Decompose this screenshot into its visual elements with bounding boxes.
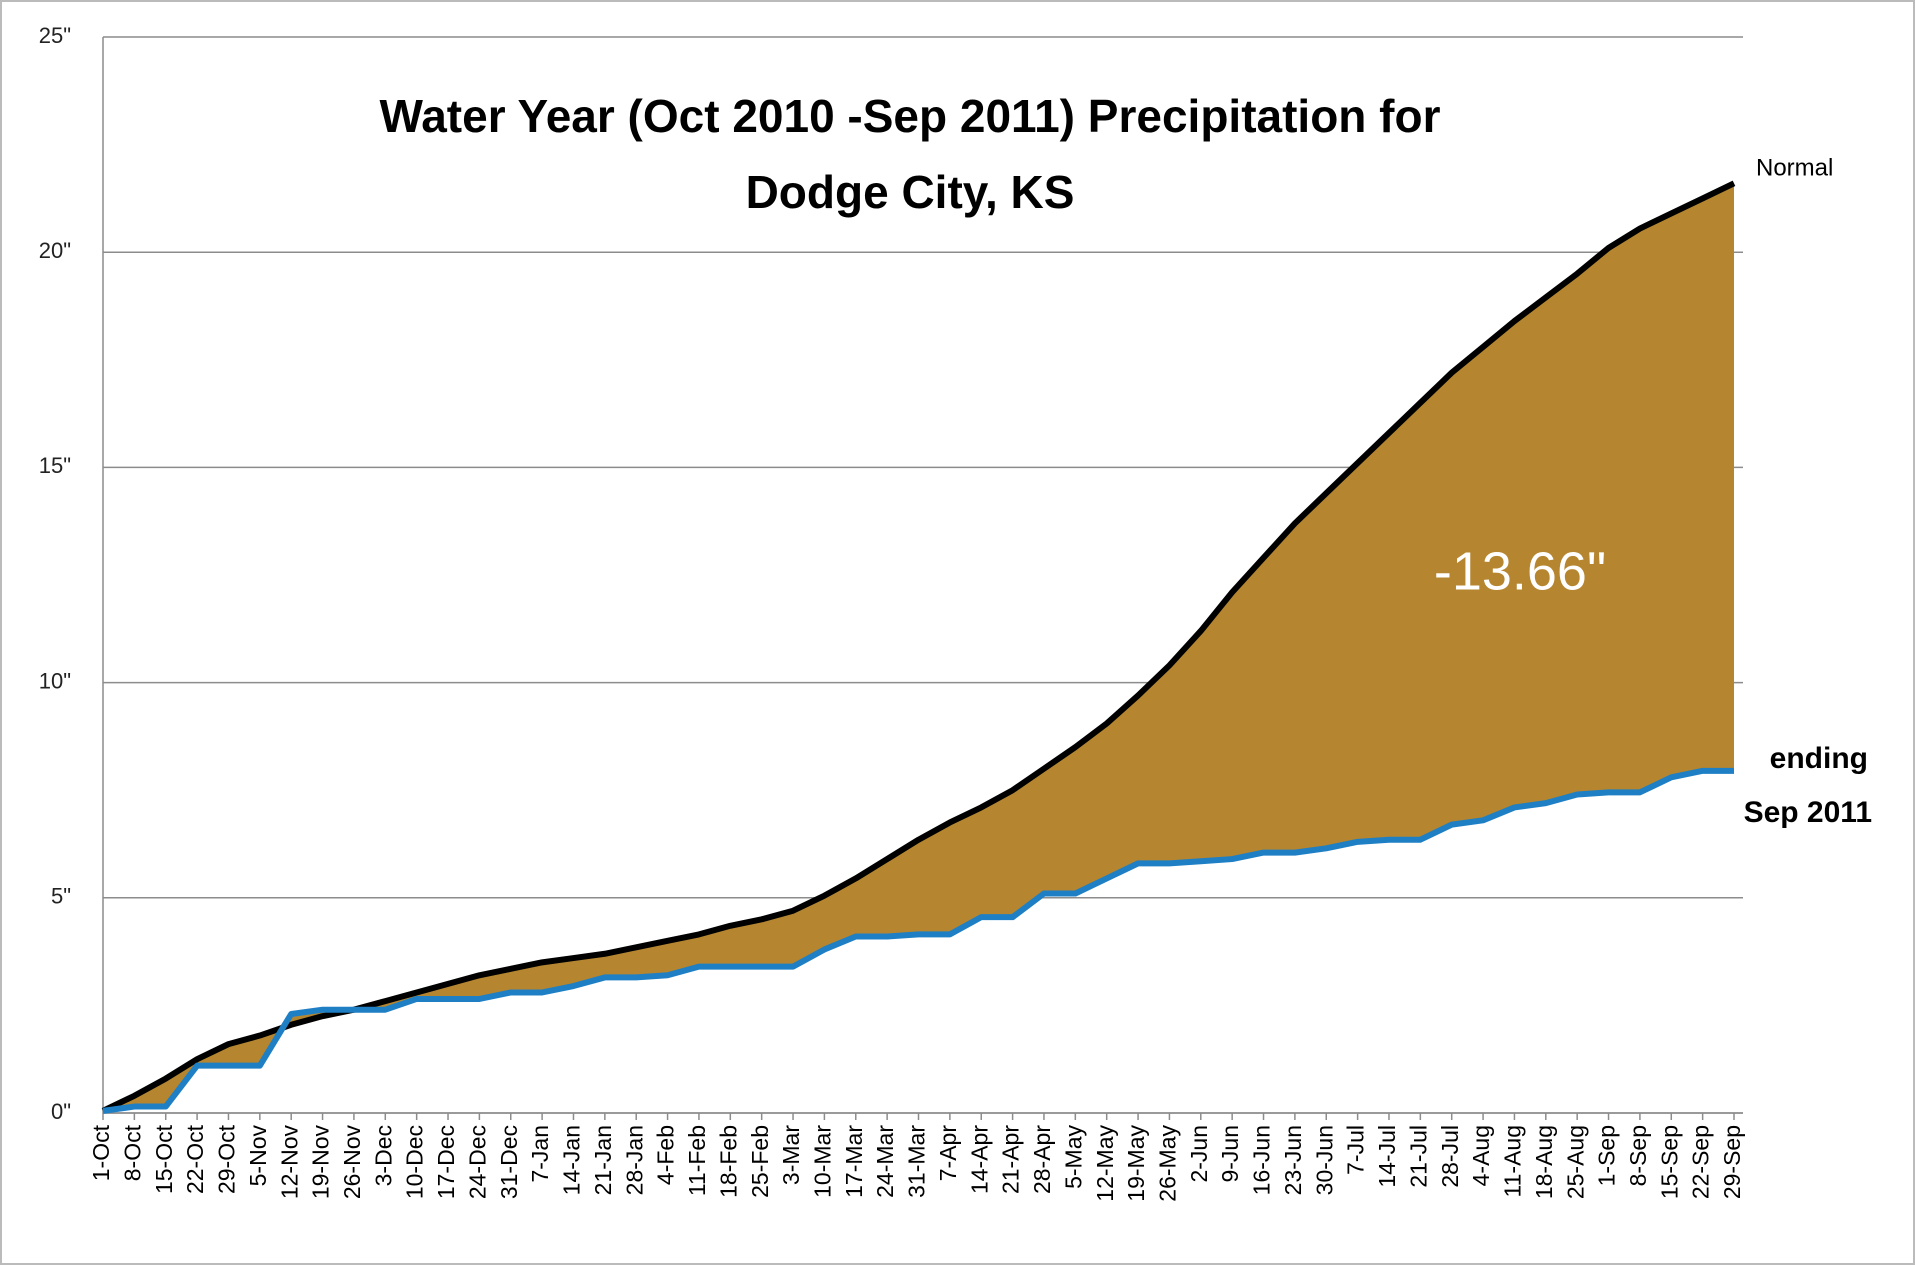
x-tick-label: 28-Jan [621,1125,647,1195]
y-tick-label: 5" [51,884,71,909]
x-tick-label: 29-Sep [1719,1125,1745,1199]
x-tick-label: 7-Apr [935,1125,961,1182]
x-tick-label: 22-Oct [182,1124,208,1194]
x-tick-label: 14-Apr [966,1125,992,1194]
x-tick-label: 25-Feb [747,1125,773,1198]
annotation: -13.66" [1434,541,1606,601]
x-tick-label: 21-Apr [998,1125,1024,1194]
x-tick-label: 3-Mar [778,1125,804,1185]
x-tick-label: 18-Aug [1531,1125,1557,1199]
x-tick-label: 19-May [1123,1125,1149,1202]
x-tick-label: 11-Feb [684,1125,710,1196]
y-tick-label: 10" [39,668,71,693]
y-tick-label: 15" [39,453,71,478]
x-tick-label: 21-Jul [1405,1125,1431,1188]
x-tick-label: 10-Dec [402,1125,428,1199]
x-tick-label: 24-Dec [464,1125,490,1199]
x-tick-label: 17-Dec [433,1125,459,1199]
x-tick-label: 8-Oct [119,1124,145,1181]
x-tick-label: 2-Jun [1186,1125,1212,1183]
series-line [102,767,1734,1114]
x-tick-label: 28-Apr [1029,1125,1055,1194]
x-tick-label: 9-Jun [1217,1125,1243,1183]
x-tick-label: 22-Sep [1688,1125,1714,1199]
x-tick-label: 31-Mar [904,1125,930,1198]
x-tick-label: 1-Oct [88,1124,114,1181]
x-tick-label: 30-Jun [1311,1125,1337,1195]
annotation: ending [1770,742,1868,775]
x-tick-label: 23-Jun [1280,1125,1306,1195]
x-tick-label: 14-Jan [559,1125,585,1195]
x-tick-label: 11-Aug [1500,1125,1526,1197]
x-tick-label: 3-Dec [370,1125,396,1186]
x-tick-label: 4-Feb [653,1125,679,1185]
y-tick-label: 25" [39,23,71,48]
x-tick-label: 17-Mar [841,1125,867,1198]
y-tick-label: 0" [51,1099,71,1124]
x-tick-label: 8-Sep [1625,1125,1651,1186]
x-tick-label: 5-Nov [245,1125,271,1187]
x-tick-label: 19-Nov [308,1125,334,1200]
x-tick-label: 1-Sep [1594,1125,1620,1186]
x-tick-label: 7-Jan [527,1125,553,1183]
x-tick-label: 7-Jul [1343,1125,1369,1175]
x-tick-label: 29-Oct [214,1124,240,1194]
x-tick-label: 5-May [1060,1125,1086,1189]
x-tick-label: 15-Oct [151,1124,177,1194]
x-tick-label: 18-Feb [715,1125,741,1198]
x-tick-label: 16-Jun [1249,1125,1275,1195]
x-tick-label: 31-Dec [496,1125,522,1199]
series-label: Normal [1756,154,1833,181]
x-tick-label: 26-May [1155,1125,1181,1202]
x-tick-label: 28-Jul [1437,1125,1463,1188]
annotation: Sep 2011 [1744,796,1872,829]
chart-title: Water Year (Oct 2010 -Sep 2011) Precipit… [379,90,1441,218]
x-tick-label: 14-Jul [1374,1125,1400,1188]
y-tick-label: 20" [39,238,71,263]
gap-area [103,183,1734,1111]
x-tick-label: 4-Aug [1468,1125,1494,1186]
x-tick-label: 12-May [1092,1125,1118,1202]
x-tick-label: 26-Nov [339,1125,365,1200]
x-tick-label: 24-Mar [872,1125,898,1198]
x-tick-label: 10-Mar [809,1125,835,1198]
series-line [101,180,1736,1114]
x-tick-label: 25-Aug [1562,1125,1588,1199]
x-tick-label: 12-Nov [276,1125,302,1200]
x-tick-label: 15-Sep [1656,1125,1682,1199]
x-tick-label: 21-Jan [590,1125,616,1195]
